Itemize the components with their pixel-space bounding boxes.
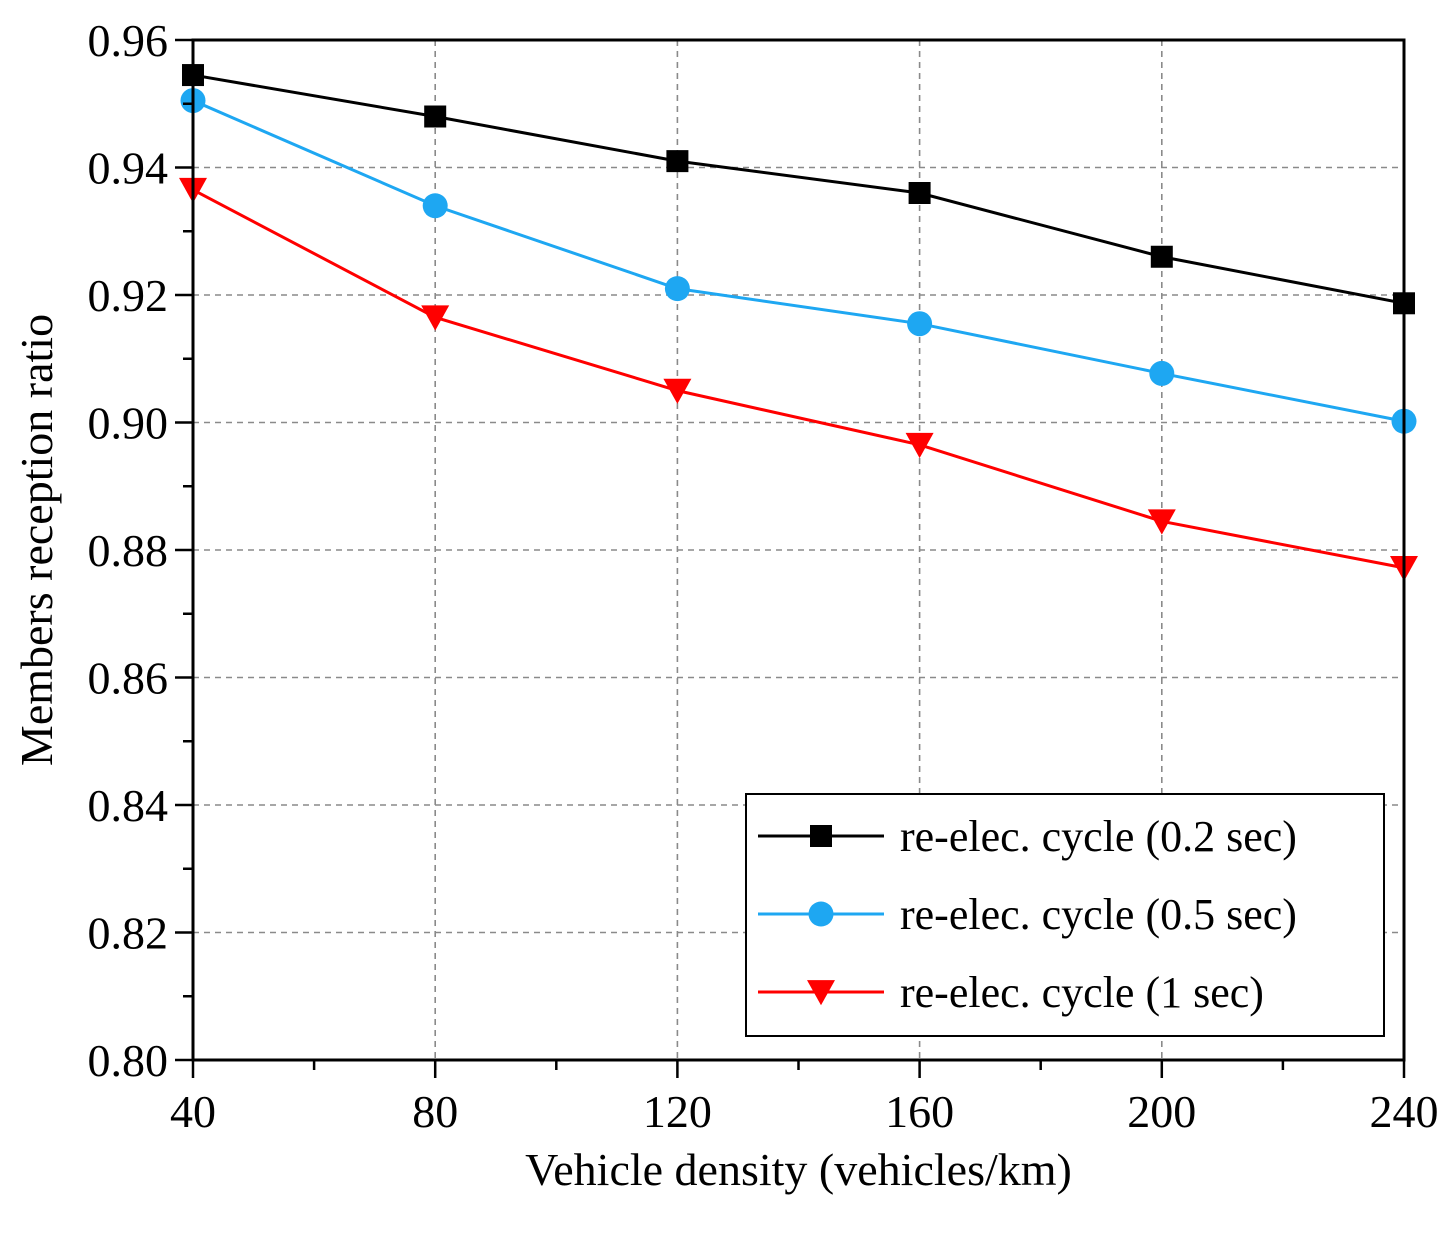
series-layer bbox=[179, 64, 1418, 582]
legend: re-elec. cycle (0.2 sec) re-elec. cycle (… bbox=[745, 793, 1385, 1037]
y-tick-label: 0.80 bbox=[88, 1035, 169, 1086]
x-tick-label: 240 bbox=[1370, 1086, 1439, 1137]
y-tick-label: 0.90 bbox=[88, 398, 169, 449]
data-point bbox=[666, 150, 689, 173]
series-1 bbox=[182, 64, 1415, 315]
y-tick-label: 0.82 bbox=[88, 908, 169, 959]
series-3 bbox=[179, 177, 1418, 582]
y-tick-label: 0.86 bbox=[88, 653, 169, 704]
y-tick-label: 0.96 bbox=[88, 15, 169, 66]
x-tick-label: 160 bbox=[885, 1086, 954, 1137]
legend-entry: re-elec. cycle (0.5 sec) bbox=[758, 890, 1297, 939]
data-point bbox=[908, 182, 931, 204]
y-tick-labels: 0.80 0.82 0.84 0.86 0.88 0.90 0.92 0.94 0.96 bbox=[88, 15, 169, 1086]
data-point bbox=[664, 276, 690, 302]
y-tick-label: 0.92 bbox=[88, 270, 169, 321]
series-line bbox=[192, 99, 1405, 423]
x-tick-label: 80 bbox=[412, 1086, 458, 1137]
series-line bbox=[192, 188, 1405, 570]
data-point bbox=[1147, 509, 1176, 535]
legend-label: re-elec. cycle (0.5 sec) bbox=[900, 890, 1297, 939]
legend-marker bbox=[810, 825, 832, 847]
series-line bbox=[192, 73, 1405, 305]
legend-label: re-elec. cycle (0.2 sec) bbox=[900, 812, 1297, 861]
data-point bbox=[422, 193, 448, 219]
ticks bbox=[175, 38, 1406, 1078]
legend-entry: re-elec. cycle (1 sec) bbox=[758, 968, 1264, 1017]
legend-marker bbox=[807, 980, 835, 1006]
y-tick-label: 0.84 bbox=[88, 780, 169, 831]
legend-entries: re-elec. cycle (0.2 sec) re-elec. cycle (… bbox=[758, 812, 1297, 1017]
data-point bbox=[907, 311, 933, 337]
data-point bbox=[424, 105, 447, 128]
y-tick-label: 0.88 bbox=[88, 525, 169, 576]
data-point bbox=[663, 378, 692, 404]
data-point bbox=[421, 305, 450, 331]
data-point bbox=[1150, 245, 1173, 268]
legend-entry: re-elec. cycle (0.2 sec) bbox=[758, 812, 1297, 861]
x-tick-label: 120 bbox=[643, 1086, 712, 1137]
x-tick-labels: 40 80 120 160 200 240 bbox=[170, 1086, 1439, 1137]
x-axis-title: Vehicle density (vehicles/km) bbox=[525, 1144, 1072, 1195]
y-tick-label: 0.94 bbox=[88, 143, 169, 194]
x-tick-label: 200 bbox=[1127, 1086, 1196, 1137]
y-axis-title: Members reception ratio bbox=[11, 314, 62, 766]
legend-label: re-elec. cycle (1 sec) bbox=[900, 968, 1264, 1017]
series-2 bbox=[180, 88, 1417, 434]
data-point bbox=[905, 432, 934, 459]
legend-marker bbox=[808, 901, 834, 927]
data-point bbox=[1149, 360, 1175, 386]
x-tick-label: 40 bbox=[170, 1086, 216, 1137]
